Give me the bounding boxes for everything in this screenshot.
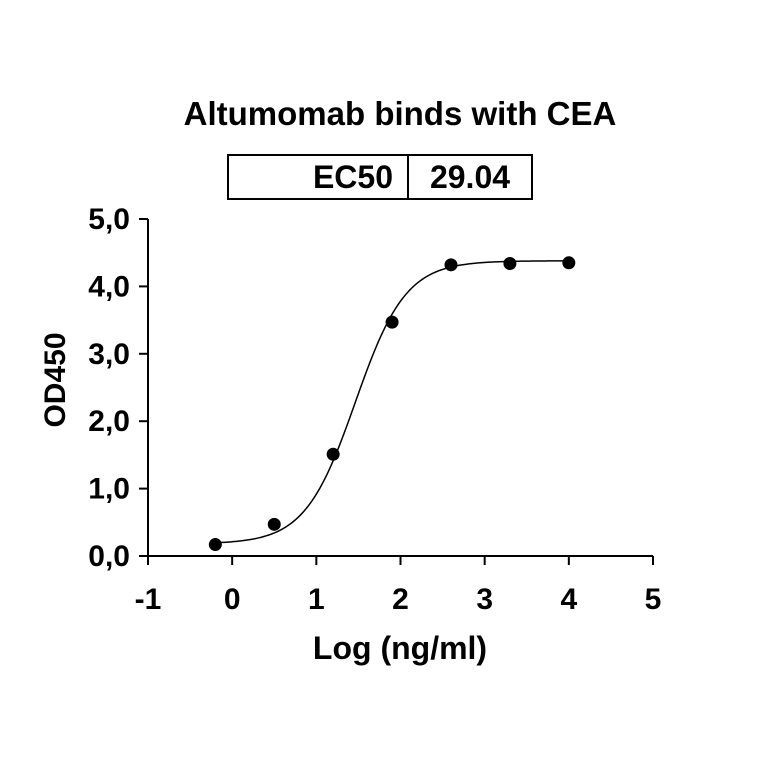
data-point xyxy=(444,258,458,272)
x-tick-label: -1 xyxy=(135,583,162,616)
chart-title: Altumomab binds with CEA xyxy=(183,95,617,132)
ec50-table: EC50 29.04 xyxy=(227,154,533,200)
x-tick-label: 0 xyxy=(224,583,241,616)
data-point xyxy=(562,256,576,270)
x-tick-label: 1 xyxy=(308,583,325,616)
y-tick-label: 5,0 xyxy=(88,203,130,236)
fit-curve xyxy=(215,260,569,544)
x-tick-label: 2 xyxy=(392,583,409,616)
ec50-value: 29.04 xyxy=(429,158,511,195)
y-tick-label: 2,0 xyxy=(88,405,130,438)
data-point xyxy=(267,517,281,531)
y-tick-label: 4,0 xyxy=(88,270,130,303)
data-point xyxy=(326,447,340,461)
y-axis-label: OD450 xyxy=(39,332,72,428)
x-tick-label: 5 xyxy=(645,583,662,616)
y-tick-label: 1,0 xyxy=(88,473,130,506)
x-axis-label: Log (ng/ml) xyxy=(312,630,488,666)
data-point xyxy=(208,538,222,552)
x-tick-label: 4 xyxy=(560,583,577,616)
y-tick-label: 3,0 xyxy=(88,338,130,371)
data-point xyxy=(385,315,399,329)
ec50-label: EC50 xyxy=(229,156,409,198)
y-tick-label: 0,0 xyxy=(88,540,130,573)
data-point xyxy=(503,256,517,270)
x-tick-label: 3 xyxy=(476,583,493,616)
